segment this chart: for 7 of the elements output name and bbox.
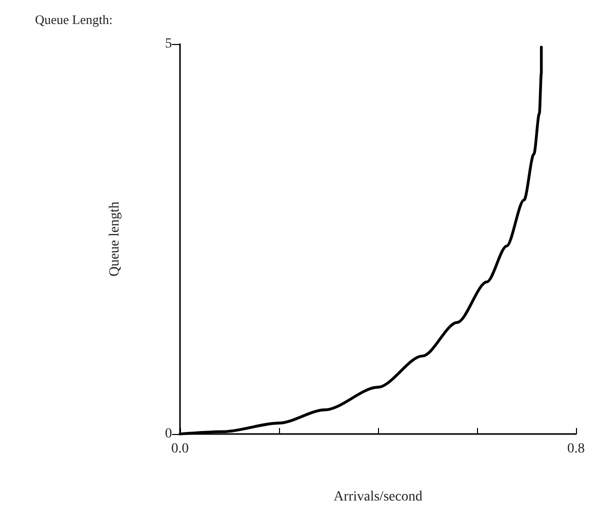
y-tick-label: 5 [165, 36, 172, 52]
y-tick-label: 0 [165, 426, 172, 442]
x-tick-label: 0.0 [171, 442, 189, 456]
x-tick-label: 0.8 [567, 442, 585, 456]
x-axis-title: Arrivals/second [334, 490, 422, 504]
y-axis-title: Queue length [108, 201, 122, 277]
text: Queue Length: [35, 12, 113, 27]
